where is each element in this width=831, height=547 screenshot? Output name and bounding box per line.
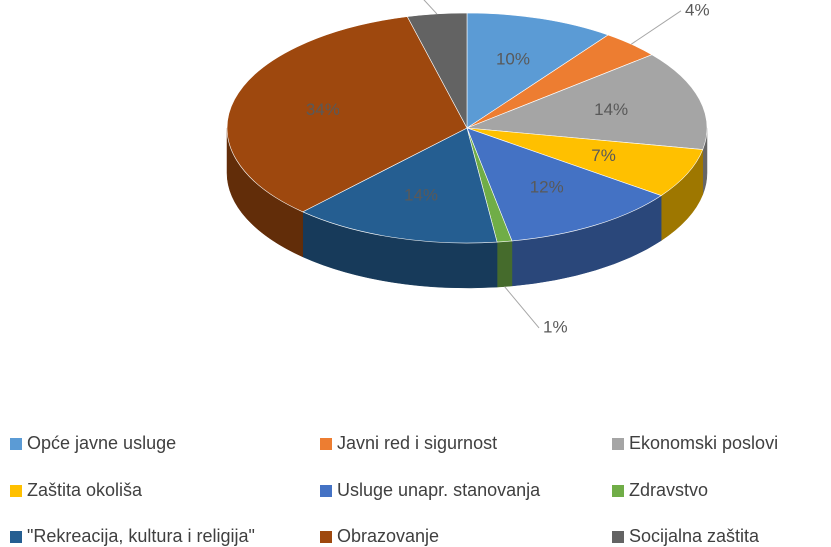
pie-slice <box>302 127 498 244</box>
leader-line <box>423 0 438 15</box>
pie-slice-side <box>496 240 513 288</box>
legend-label: Zdravstvo <box>629 480 708 500</box>
legend-swatch <box>612 531 624 543</box>
data-label: 10% <box>496 50 530 69</box>
legend-label: Javni red i sigurnost <box>337 433 497 453</box>
legend-swatch <box>10 438 22 450</box>
legend-swatch <box>320 485 332 497</box>
pie-slice <box>466 127 704 196</box>
legend-label: Ekonomski poslovi <box>629 433 778 453</box>
data-label: 34% <box>306 100 340 119</box>
legend-swatch <box>10 485 22 497</box>
data-label: 4% <box>685 0 710 19</box>
legend-swatch <box>320 438 332 450</box>
legend-label: Obrazovanje <box>337 526 439 546</box>
leader-line <box>504 286 540 329</box>
data-label: 7% <box>591 146 616 165</box>
legend-label: Zaštita okoliša <box>27 480 143 500</box>
data-label: 1% <box>543 317 568 336</box>
pie-slice <box>466 127 662 242</box>
legend-label: Usluge unapr. stanovanja <box>337 480 541 500</box>
legend-swatch <box>612 438 624 450</box>
pie-slice <box>466 54 708 150</box>
legend-swatch <box>320 531 332 543</box>
leader-line <box>631 10 682 45</box>
data-label: 14% <box>404 185 438 204</box>
legend-label: Socijalna zaštita <box>629 526 760 546</box>
pie-slice <box>406 12 468 129</box>
data-label: 14% <box>594 100 628 119</box>
legend-label: "Rekreacija, kultura i religija" <box>27 526 255 546</box>
data-label: 12% <box>530 178 564 197</box>
legend-swatch <box>612 485 624 497</box>
pie-slice <box>466 12 609 129</box>
pie-slice <box>226 16 468 213</box>
legend-swatch <box>10 531 22 543</box>
legend-label: Opće javne usluge <box>27 433 176 453</box>
